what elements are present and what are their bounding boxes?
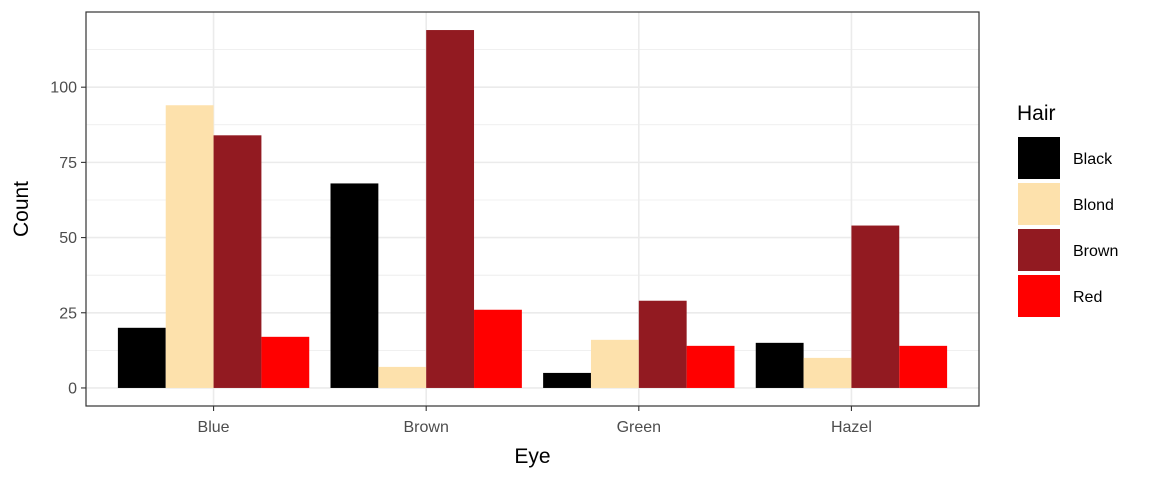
- x-tick-label: Hazel: [831, 419, 872, 436]
- bar-black-blue: [117, 327, 166, 388]
- panel-border: [85, 11, 980, 407]
- legend-key-black: [1018, 137, 1060, 179]
- y-axis: 0 25 50 75 100: [50, 80, 86, 397]
- y-tick-label: 50: [59, 230, 77, 247]
- bar-red-green: [686, 345, 735, 388]
- x-tick-label: Blue: [198, 419, 230, 436]
- bar-brown-hazel: [851, 225, 900, 388]
- bar-red-brown: [474, 309, 522, 388]
- x-tick-label: Green: [617, 419, 661, 436]
- legend-key-brown: [1018, 229, 1060, 271]
- y-tick-label: 25: [59, 305, 77, 322]
- x-axis: Blue Brown Green Hazel: [198, 406, 872, 436]
- legend-label-red: Red: [1073, 289, 1102, 306]
- bar-brown-brown: [426, 30, 475, 388]
- y-tick-label: 0: [68, 380, 77, 397]
- bar-black-green: [543, 372, 591, 388]
- legend-key-red: [1018, 275, 1060, 317]
- legend-label-black: Black: [1073, 151, 1113, 168]
- bar-black-hazel: [755, 342, 804, 388]
- y-axis-title: Count: [10, 181, 33, 237]
- bar-blond-blue: [165, 105, 214, 388]
- legend-label-brown: Brown: [1073, 243, 1118, 260]
- bar-brown-blue: [213, 135, 262, 388]
- legend: Hair Black Blond Brown Red: [1017, 102, 1118, 317]
- bar-blond-green: [590, 339, 639, 388]
- x-axis-title: Eye: [514, 445, 550, 468]
- bar-brown-green: [638, 300, 687, 388]
- x-tick-label: Brown: [404, 419, 449, 436]
- legend-key-blond: [1018, 183, 1060, 225]
- y-tick-label: 100: [50, 80, 77, 97]
- y-tick-label: 75: [59, 155, 77, 172]
- bar-black-brown: [330, 183, 379, 388]
- bar-blond-hazel: [803, 357, 852, 388]
- legend-label-blond: Blond: [1073, 197, 1114, 214]
- bar-red-hazel: [899, 345, 948, 388]
- bar-blond-brown: [378, 366, 427, 388]
- bars: [117, 30, 948, 388]
- legend-title: Hair: [1017, 102, 1056, 125]
- bar-red-blue: [261, 336, 310, 388]
